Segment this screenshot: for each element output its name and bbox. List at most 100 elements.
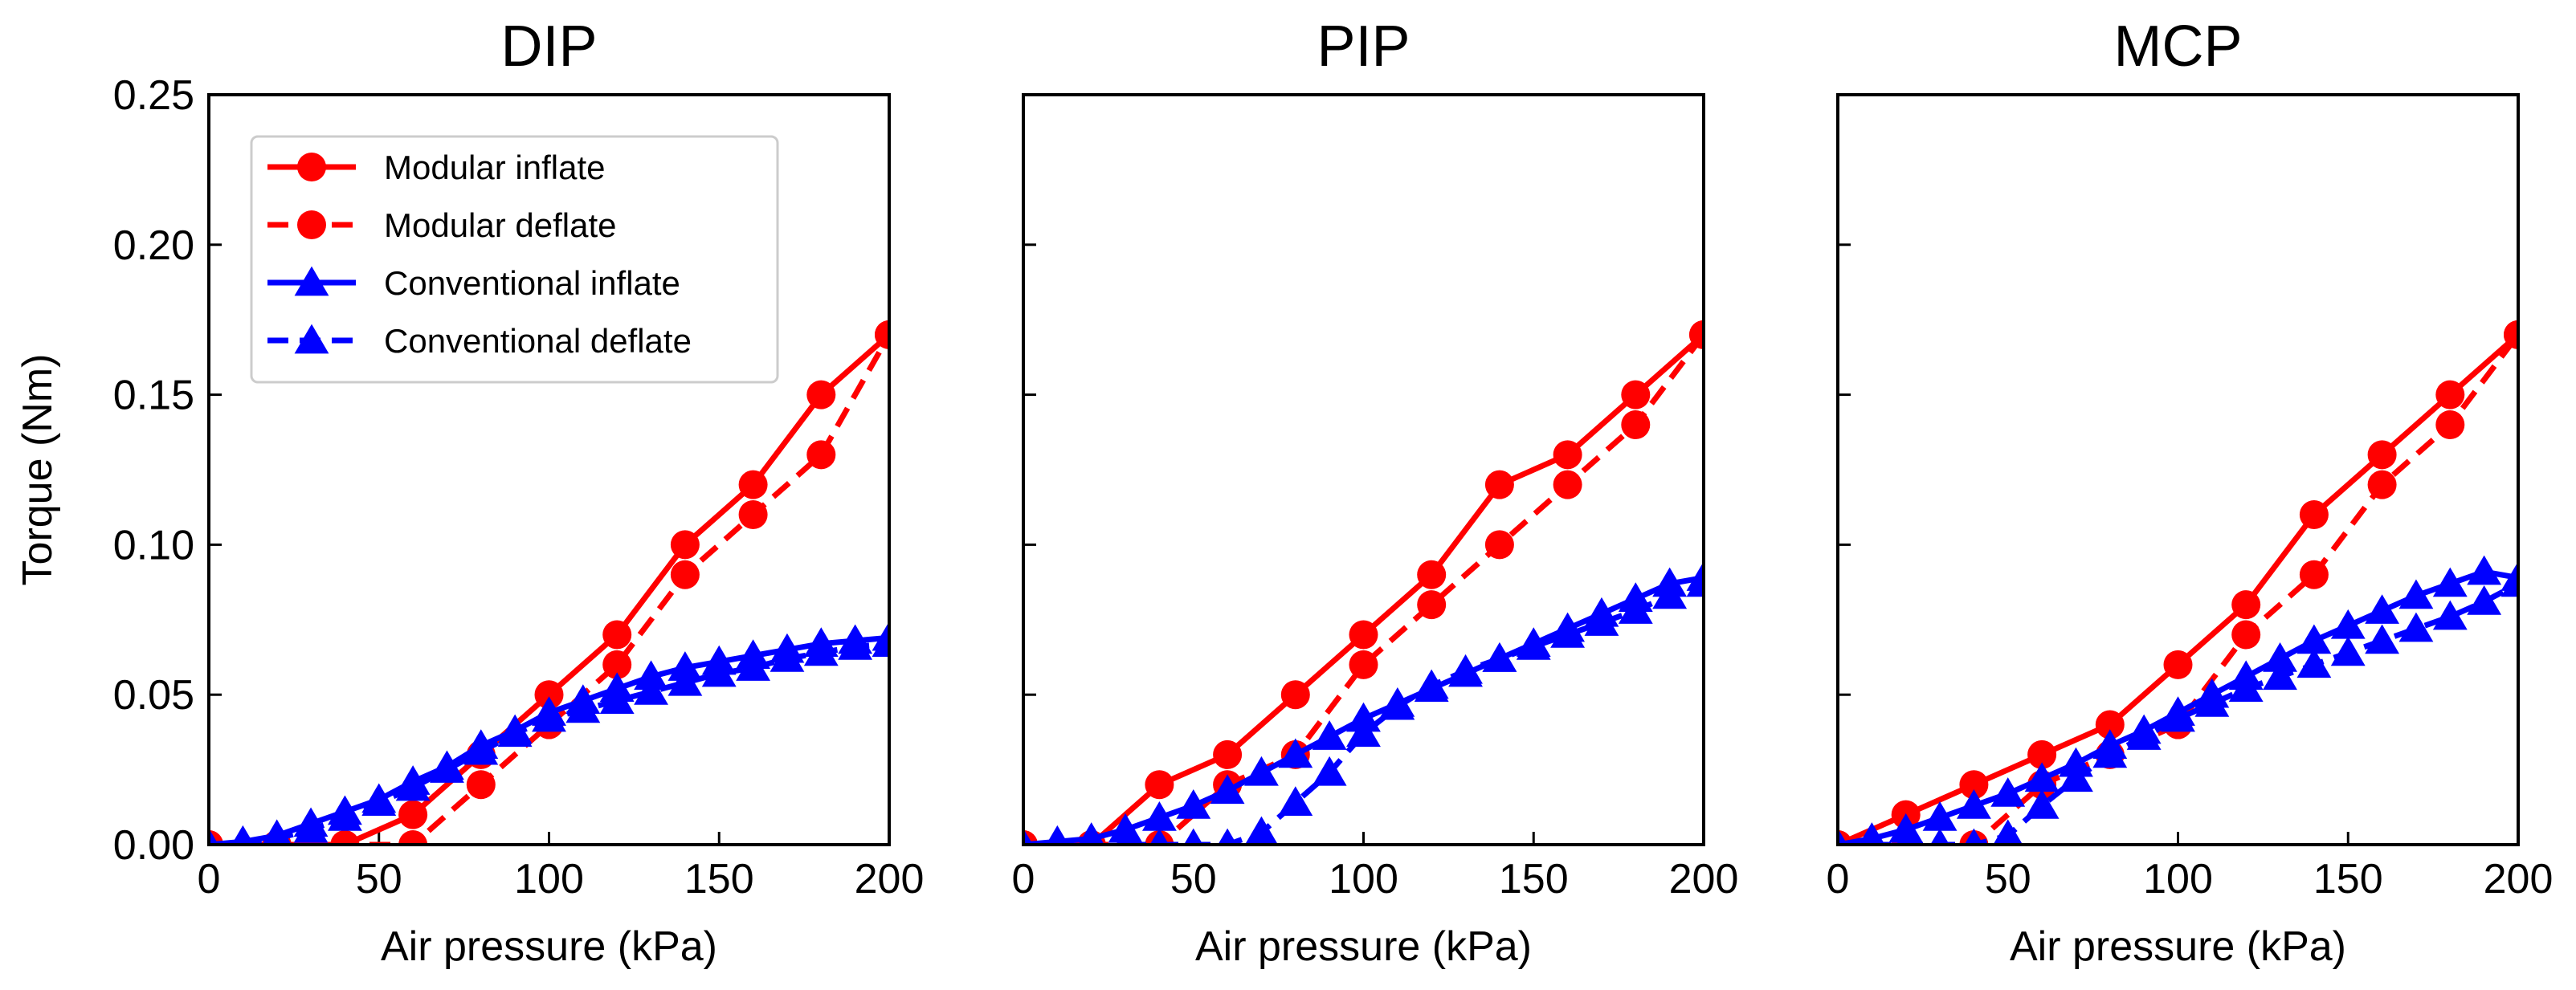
data-point [430,753,464,783]
data-point [1922,801,1958,831]
data-point [2059,762,2093,792]
data-point [1896,828,1916,845]
series-line [209,333,889,845]
data-point [1484,470,1514,499]
data-point [2435,380,2465,409]
data-point [2398,579,2434,609]
legend-box [250,135,779,384]
y-tick-label: 0.10 [113,522,194,568]
data-point [1108,813,1143,843]
plot-area [1838,320,2518,845]
data-point [1417,560,1447,589]
data-point [1553,440,1582,470]
data-point [466,770,496,800]
data-point [1993,819,2023,845]
chart-title: DIP [500,14,597,79]
legend-marker [294,266,329,296]
data-point [1689,320,1704,349]
series-conventional-inflate [1023,561,1704,845]
legend-item: Conventional deflate [267,322,692,360]
data-point [1584,606,1619,636]
data-point [2095,710,2125,739]
series-modular-inflate [209,320,889,845]
y-tick-label: 0.25 [113,72,194,119]
data-point [1838,828,1847,845]
data-point [1141,801,1177,831]
data-point [2092,738,2128,768]
data-point [327,801,362,831]
data-point [2228,672,2264,703]
chart-title: MCP [2114,14,2243,79]
data-point [2263,642,2297,672]
data-point [2027,739,2057,769]
data-point [1414,669,1449,699]
x-tick-label: 0 [1012,856,1035,902]
data-point [233,828,253,845]
x-tick-label: 50 [356,856,402,902]
data-point [1210,774,1245,805]
y-tick-label: 0.15 [113,373,194,419]
data-point [701,657,737,687]
data-point [2365,594,2400,624]
data-point [2504,320,2518,349]
data-point [1862,828,1882,845]
series-modular-deflate [1023,320,1704,845]
plot-frame [1836,93,2520,846]
data-point [2126,720,2162,750]
data-point [534,680,564,710]
legend-item: Modular deflate [267,206,617,244]
data-point [1046,825,1069,845]
data-point [398,830,428,845]
data-point [2296,624,2332,654]
plot-area [1023,320,1704,845]
series-conventional-deflate [1838,567,2518,845]
legend-label: Conventional inflate [384,264,680,302]
data-point [838,630,873,660]
data-point [1149,828,1170,845]
data-point [1278,786,1313,817]
series-line [209,332,889,845]
data-point [565,693,601,723]
plot-area [209,320,889,845]
data-point [1621,380,1651,409]
data-point [806,380,836,409]
series-line [1023,332,1704,845]
data-point [736,651,771,681]
data-point [1990,777,2026,807]
data-point [1349,650,1378,679]
legend-marker [294,324,329,354]
data-point [1550,618,1586,648]
x-tick-label: 150 [1499,856,1569,902]
data-point [2365,624,2400,654]
data-point [1652,579,1688,609]
data-point [1930,828,1949,845]
legend-label: Conventional deflate [384,322,692,360]
data-point [634,675,668,705]
y-tick-label: 0.20 [113,222,194,269]
x-axis-label: Air pressure (kPa) [381,923,717,970]
data-point [634,660,668,691]
data-point [599,684,635,714]
data-point [1346,717,1381,748]
data-point [738,500,768,530]
x-tick-label: 100 [514,856,584,902]
data-point [395,771,431,801]
data-point [2299,560,2329,589]
series-line [1125,581,1704,845]
data-point [875,320,889,349]
data-point [2330,609,2366,639]
data-point [602,620,632,650]
chart-title: PIP [1317,14,1410,79]
data-point [1417,590,1447,620]
data-point [532,702,566,732]
legend-label: Modular inflate [384,149,605,186]
data-point [1145,770,1174,800]
data-point [872,627,889,658]
y-axis-label: Torque (Nm) [14,354,61,586]
data-point [2296,648,2332,678]
data-point [1312,756,1347,786]
x-axis-label: Air pressure (kPa) [2010,923,2346,970]
data-point [1618,594,1653,624]
x-tick-label: 0 [198,856,221,902]
data-point [361,786,397,817]
